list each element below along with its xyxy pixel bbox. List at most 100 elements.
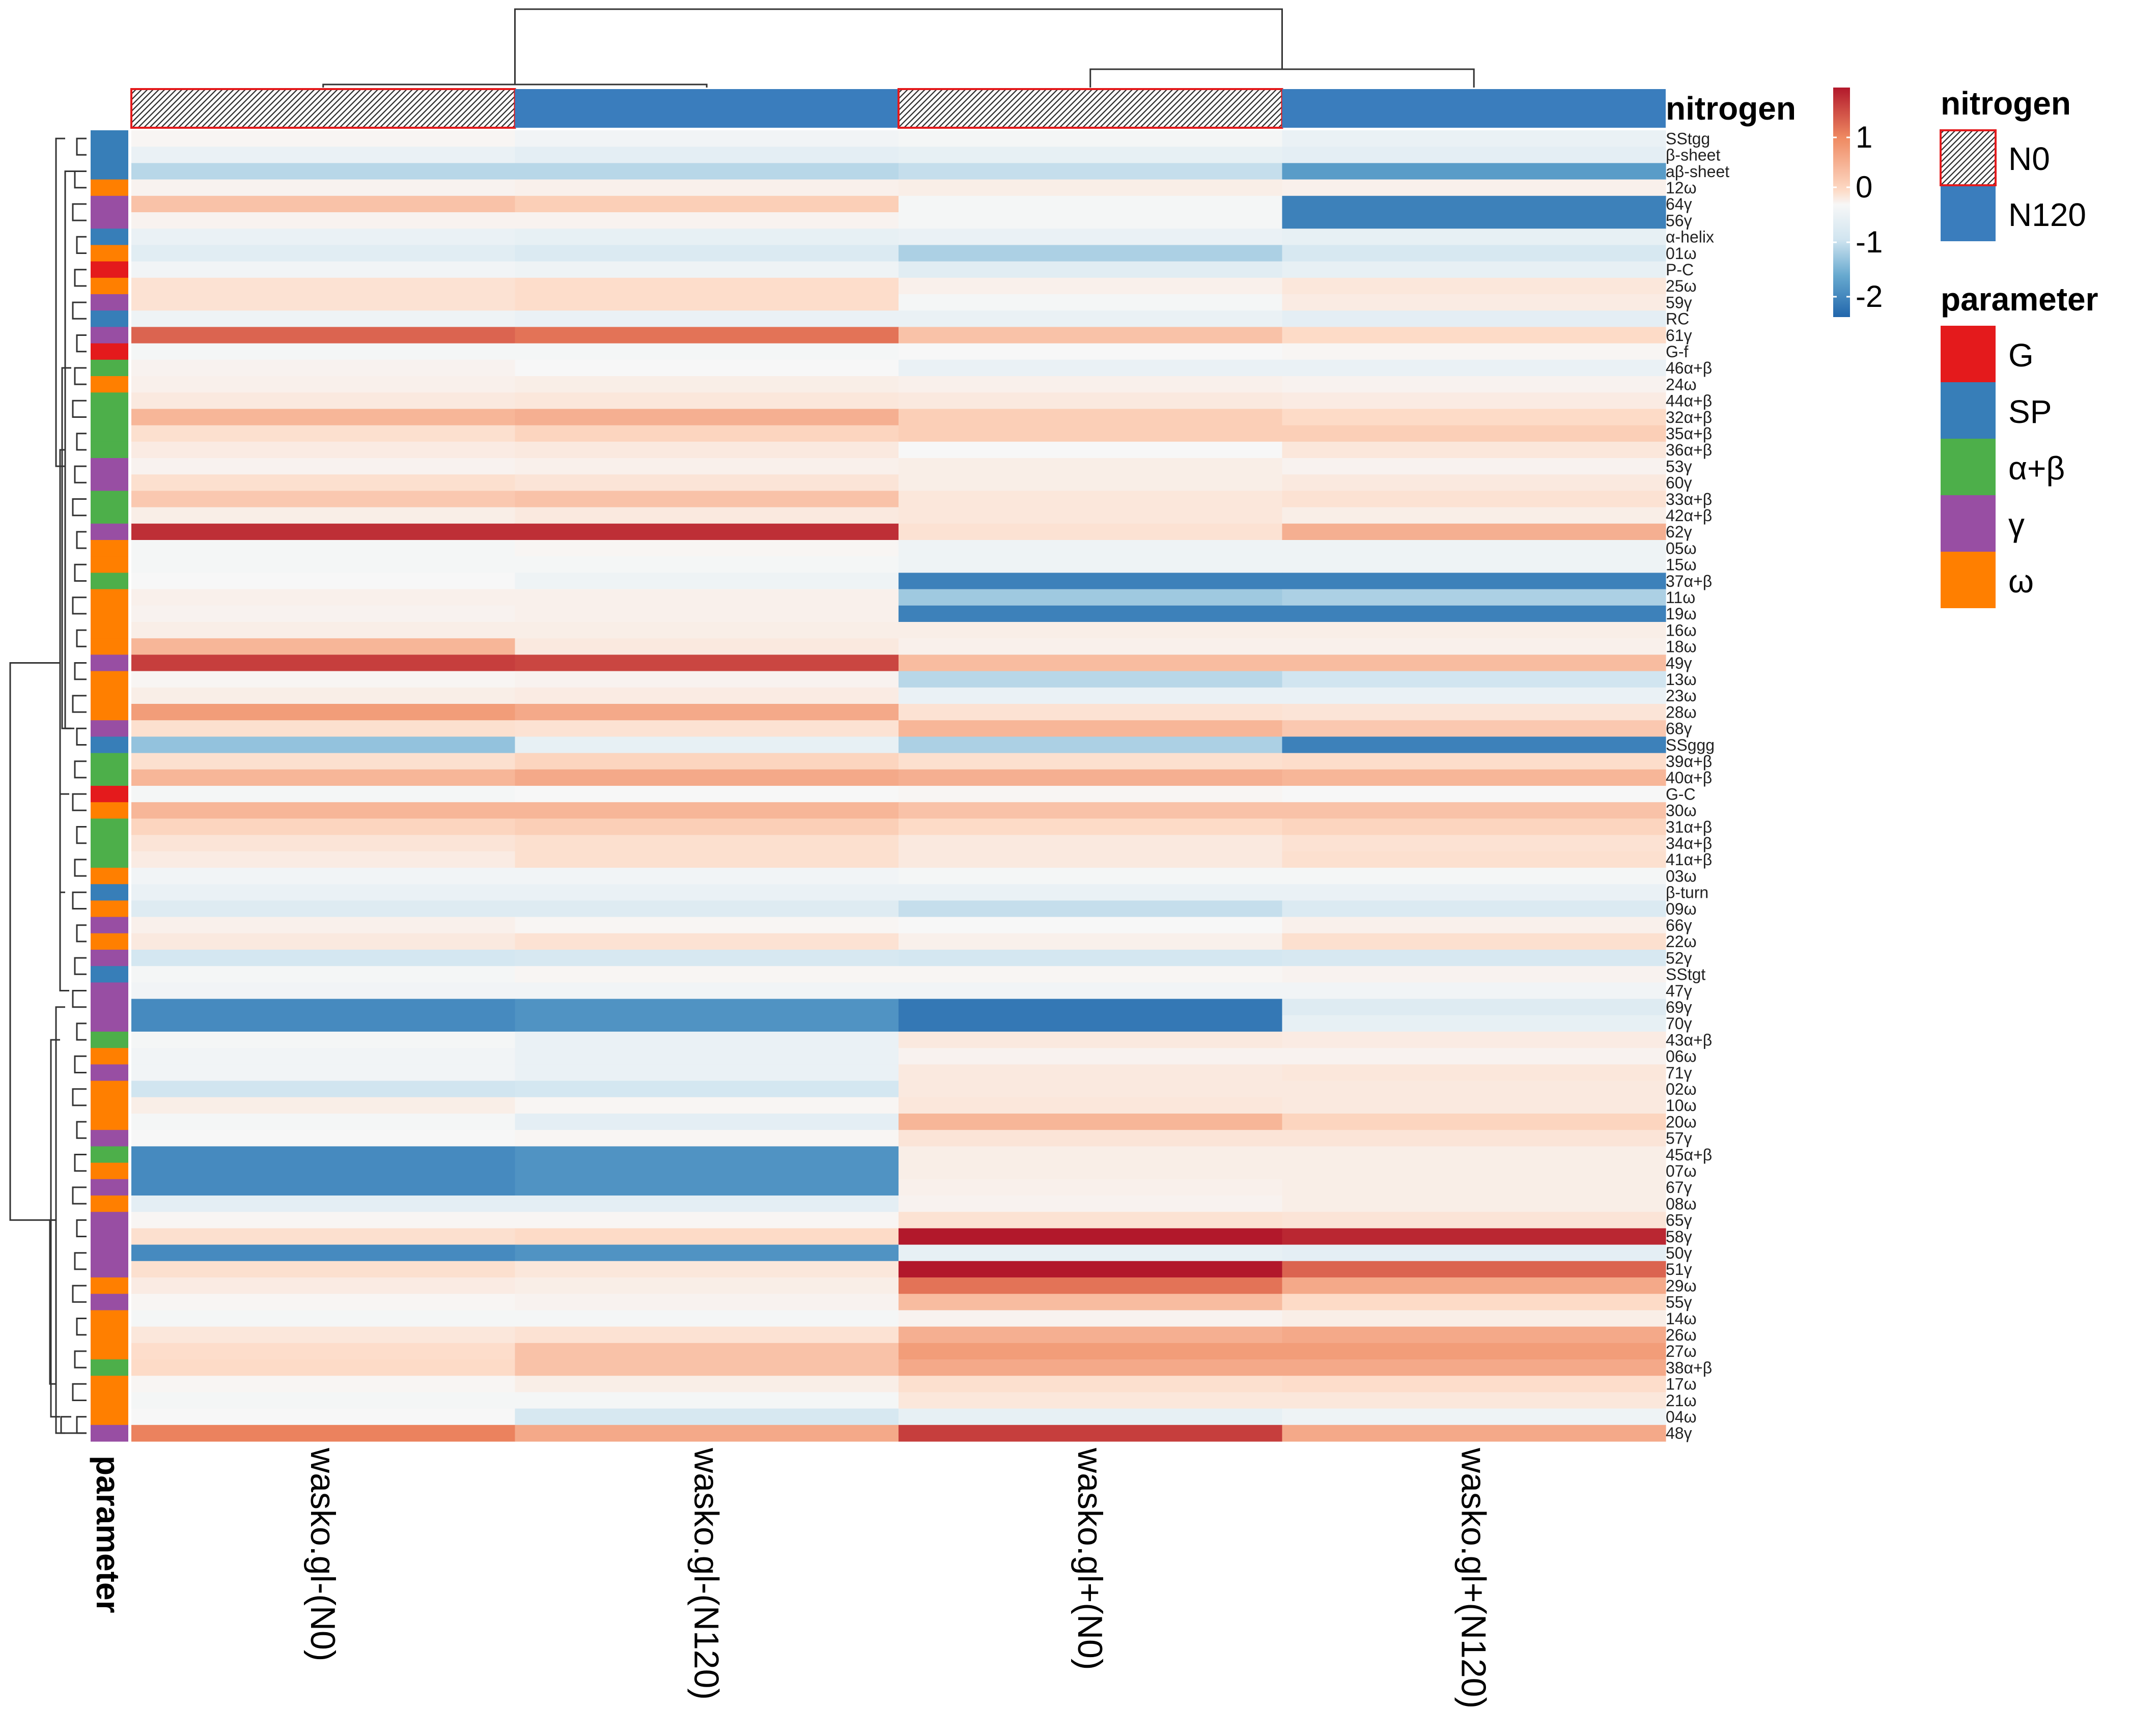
row-label: 33α+β [1666,490,1712,508]
parameter-annotation-cell [91,1294,128,1311]
legend-swatch-1 [1941,326,1996,382]
heatmap-cell [515,507,899,524]
parameter-annotation-cell [91,1277,128,1294]
heatmap-cell [899,212,1283,229]
heatmap-cell [131,704,516,721]
heatmap-cell [899,130,1283,147]
parameter-annotation-cell [91,1392,128,1409]
dendrogram-branch [76,629,87,647]
parameter-annotation-cell [91,556,128,573]
parameter-annotation-cell [91,540,128,557]
legend-label: ω [2008,563,2034,600]
parameter-annotation-cell [91,1048,128,1065]
parameter-annotation-cell [91,835,128,852]
legend-swatch-4 [1941,495,1996,552]
heatmap-cell [899,851,1283,868]
heatmap-cell [899,687,1283,704]
parameter-annotation-cell [91,245,128,262]
row-label: 44α+β [1666,392,1712,410]
parameter-annotation-cell [91,736,128,754]
heatmap-cell [131,605,516,622]
parameter-annotation-cell [91,1064,128,1082]
parameter-annotation-cell [91,1146,128,1163]
heatmap-cell [899,1359,1283,1376]
heatmap-cell [1282,441,1666,459]
row-label: 24ω [1666,375,1697,393]
parameter-annotation-cell [91,1359,128,1376]
heatmap-cell [1282,327,1666,344]
dendrogram-branch [74,367,87,385]
heatmap-cell [515,868,899,885]
heatmap-cell [131,1310,516,1327]
dendrogram-branch [74,1055,87,1073]
dendrogram-branch [64,170,74,729]
parameter-annotation-cell [91,229,128,245]
column-label: wasko.gl-(N0) [303,1447,342,1661]
row-label: 30ω [1666,802,1697,820]
legend-label: α+β [2008,450,2065,487]
heatmap-cell [899,277,1283,295]
heatmap-cell [1282,147,1666,163]
parameter-annotation-cell [91,1080,128,1098]
legend-label: N0 [2008,140,2050,177]
heatmap-cell [1282,556,1666,573]
heatmap-cell [1282,540,1666,557]
parameter-annotation-cell [91,327,128,344]
heatmap-cell [899,1114,1283,1130]
heatmap-cell [1282,720,1666,737]
parameter-annotation-cell [91,441,128,459]
row-label: 66γ [1666,916,1692,934]
nitrogen-legend-title: nitrogen [1941,85,2071,122]
heatmap-cell [899,1015,1283,1032]
heatmap-cell [131,736,516,754]
heatmap-cell [899,1376,1283,1392]
heatmap-cell [131,917,516,934]
heatmap-cell [899,310,1283,327]
dendrogram-branch [72,400,87,418]
parameter-annotation-cell [91,1032,128,1048]
heatmap-cell [131,1359,516,1376]
heatmap-cell [899,523,1283,540]
legend-swatch-2 [1941,382,1996,439]
dendrogram-branch [50,1039,60,1418]
legend-swatch-n120 [1941,186,1996,241]
heatmap-cell [1282,1310,1666,1327]
heatmap-cell [1282,343,1666,360]
heatmap-cell [1282,1146,1666,1163]
heatmap-cell [131,294,516,311]
heatmap-cell [899,753,1283,770]
row-label: 29ω [1666,1276,1697,1295]
heatmap-cell [515,1376,899,1392]
row-labels: SStggβ-sheetaβ-sheet12ω64γ56γα-helix01ωP… [1666,129,1729,1442]
heatmap-cell [899,1425,1283,1442]
parameter-annotation-cell [91,376,128,393]
heatmap-cell [899,802,1283,819]
row-label: 27ω [1666,1342,1697,1360]
heatmap-cell [1282,1179,1666,1196]
dendrogram-branch [76,1318,87,1336]
parameter-annotation-cell [91,392,128,409]
heatmap-cell [515,261,899,278]
heatmap-cell [131,1048,516,1065]
dendrogram-branch [72,203,87,221]
dendrogram-branch [74,1252,87,1270]
heatmap-cell [1282,1408,1666,1426]
heatmap-cell [1282,769,1666,786]
heatmap-cell [899,950,1283,966]
heatmap-cell [899,1310,1283,1327]
heatmap-cell [131,671,516,688]
heatmap-cell [131,786,516,803]
parameter-annotation-cell [91,573,128,590]
heatmap-cell [1282,1114,1666,1130]
row-label: 45α+β [1666,1146,1712,1164]
heatmap-cell [1282,802,1666,819]
dendrogram-branch [514,8,1283,84]
heatmap-cell [131,310,516,327]
heatmap-cell [1282,507,1666,524]
heatmap-cell [515,245,899,262]
parameter-annotation-cell [91,1408,128,1426]
heatmap-cell [1282,261,1666,278]
row-label: 09ω [1666,900,1697,918]
heatmap-cell [131,392,516,409]
